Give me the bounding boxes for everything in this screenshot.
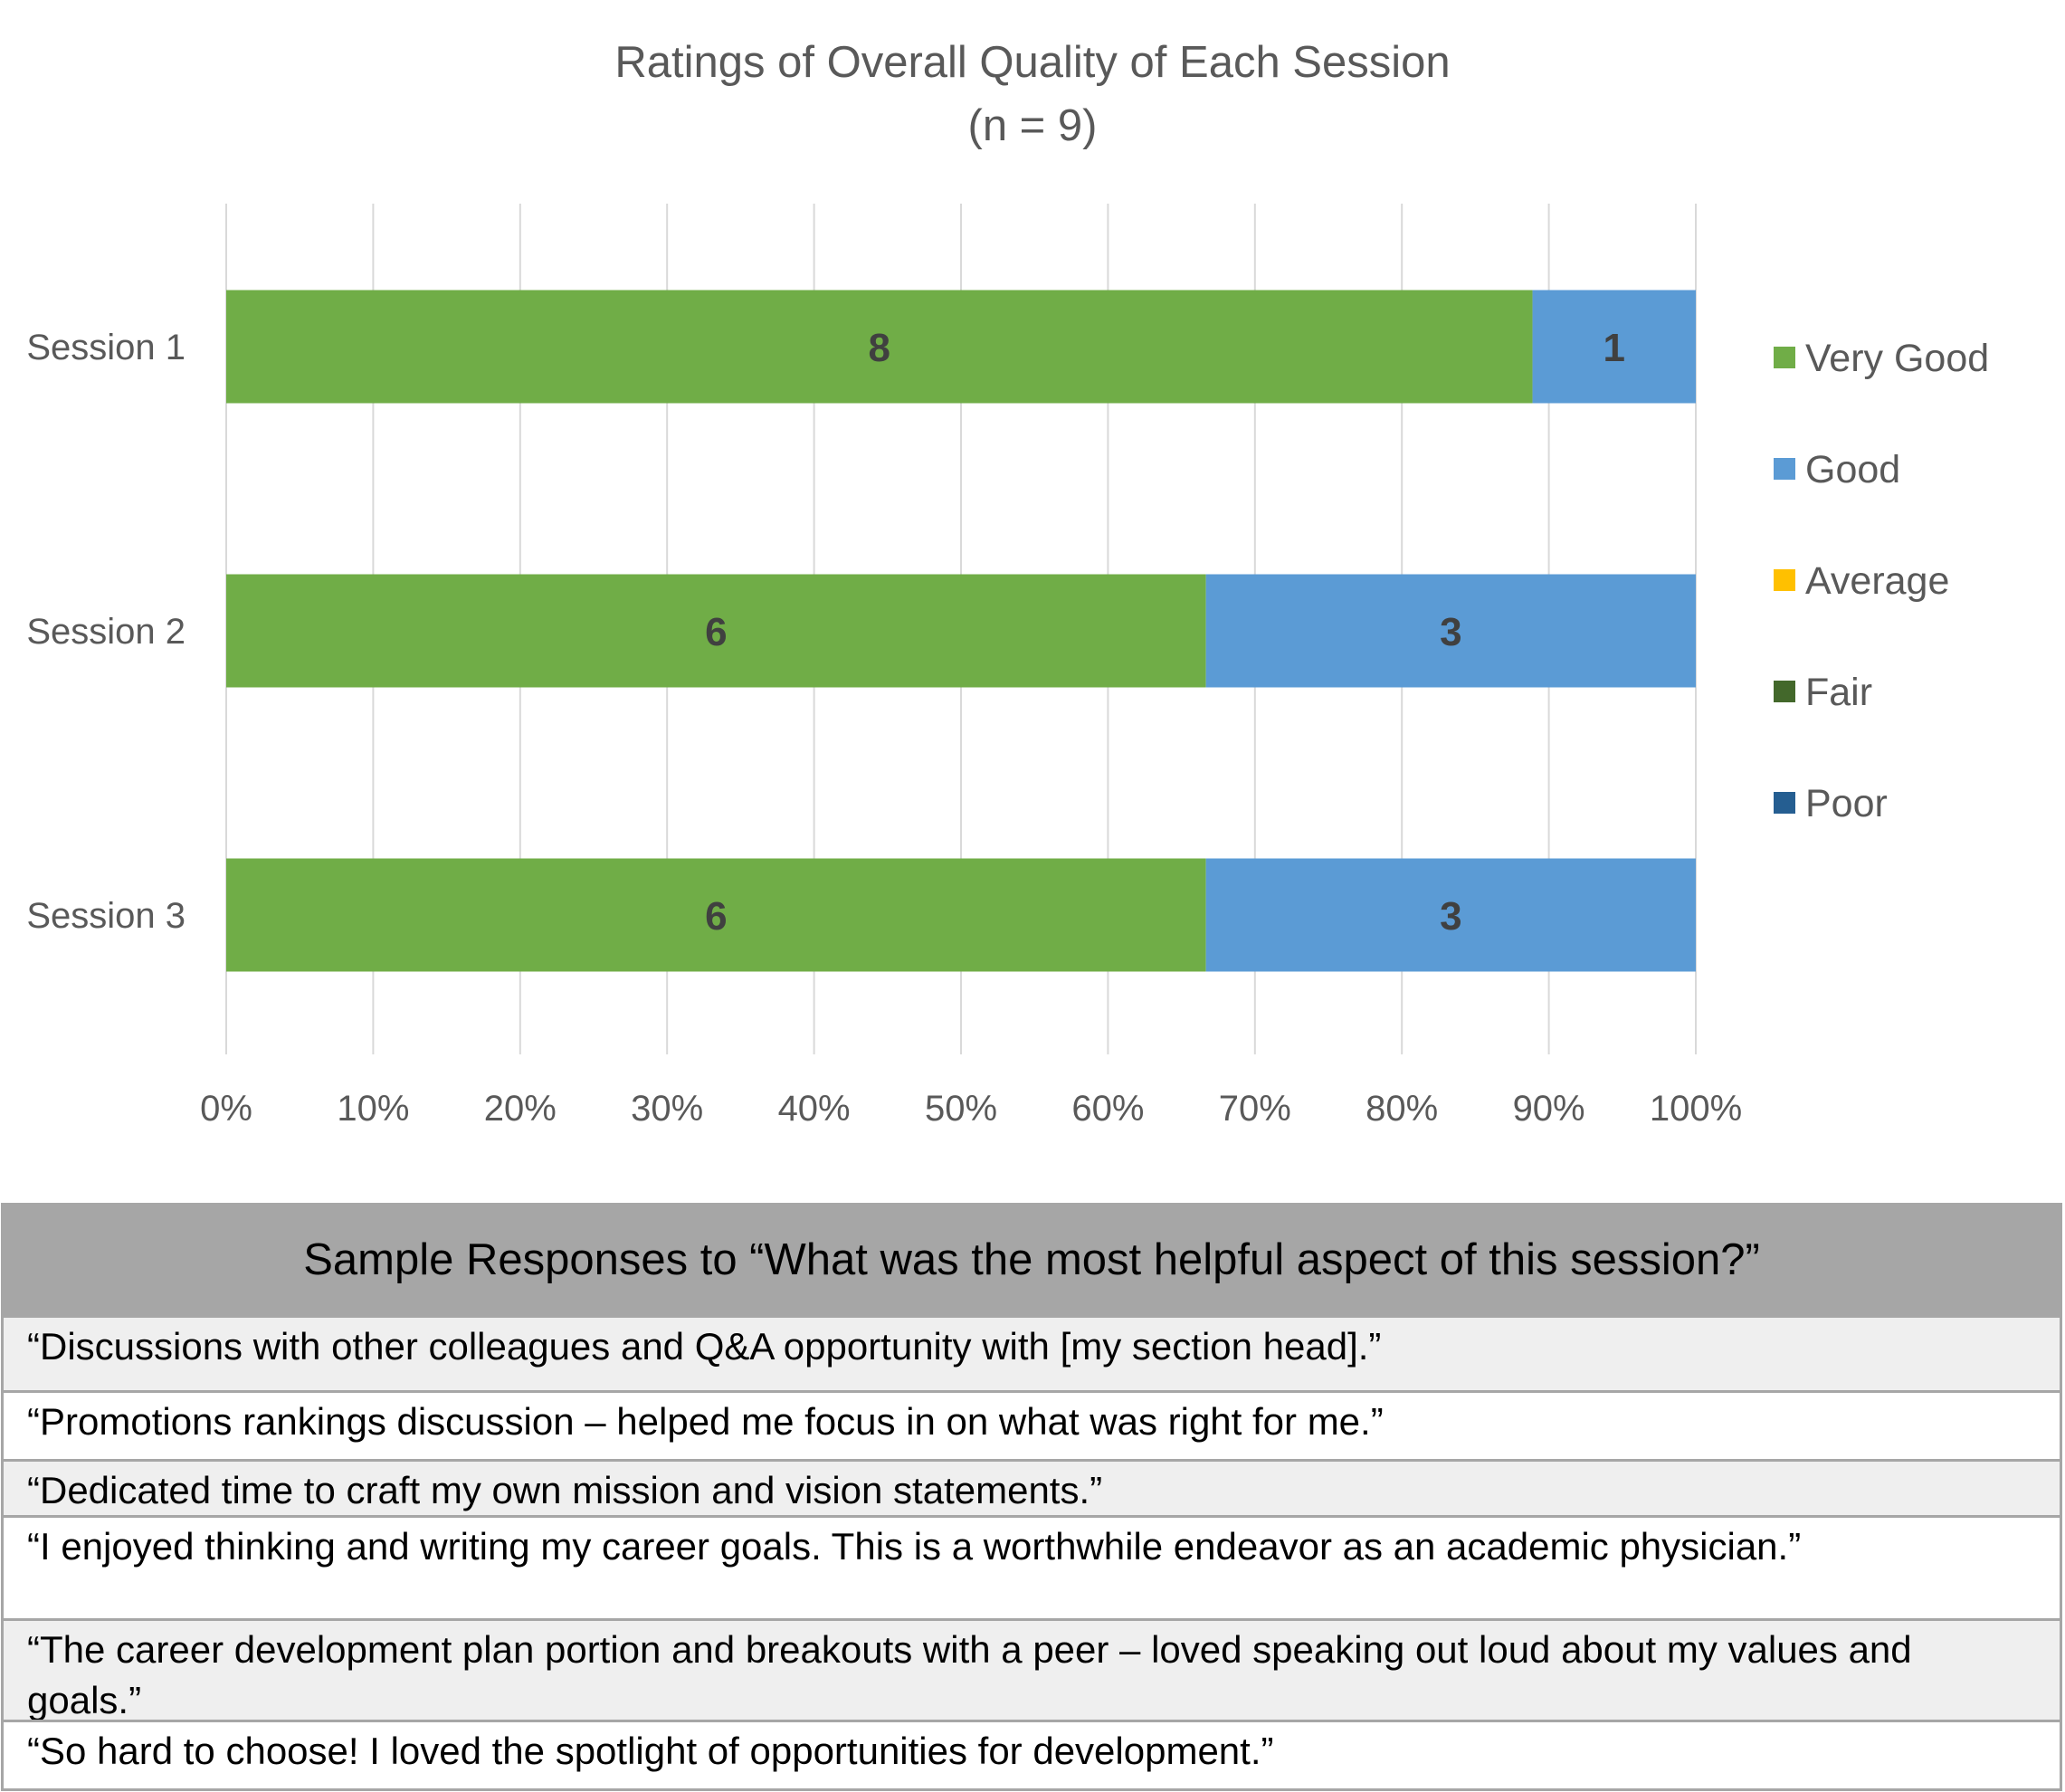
legend-swatch (1774, 681, 1795, 702)
category-label: Session 3 (26, 896, 186, 936)
x-tick-label: 50% (925, 1089, 997, 1129)
legend-label: Very Good (1805, 337, 1989, 380)
legend: Very Good Good Average Fair Poor (1774, 337, 1989, 825)
legend-swatch (1774, 569, 1795, 591)
bar-data-label: 6 (705, 610, 727, 654)
chart-subtitle: (n = 9) (968, 101, 1098, 150)
response-row-6: “So hard to choose! I loved the spotligh… (4, 1720, 2060, 1788)
legend-swatch (1774, 458, 1795, 480)
legend-label: Good (1805, 448, 1900, 491)
x-tick-label: 90% (1513, 1089, 1585, 1129)
bar-segment (226, 858, 1206, 972)
response-row-2: “Promotions rankings discussion – helped… (4, 1390, 2060, 1459)
responses-table: Sample Responses to “What was the most h… (1, 1203, 2062, 1791)
x-tick-label: 20% (484, 1089, 557, 1129)
chart: Ratings of Overall Quality of Each Sessi… (26, 38, 1989, 1129)
legend-swatch (1774, 792, 1795, 814)
bars: 8 1 6 3 6 3 (226, 290, 1696, 972)
response-row-4: “I enjoyed thinking and writing my caree… (4, 1515, 2060, 1618)
bar-segment (226, 574, 1206, 688)
bar-segment (1205, 574, 1696, 688)
bar-segment (226, 290, 1533, 404)
legend-label: Average (1805, 559, 1949, 603)
x-tick-label: 10% (337, 1089, 409, 1129)
y-axis-categories: Session 1 Session 2 Session 3 (26, 328, 186, 936)
x-tick-label: 70% (1219, 1089, 1291, 1129)
category-label: Session 1 (26, 328, 186, 367)
legend-swatch (1774, 347, 1795, 368)
category-label: Session 2 (26, 612, 186, 652)
x-tick-label: 100% (1650, 1089, 1742, 1129)
x-tick-label: 40% (778, 1089, 851, 1129)
bar-data-label: 8 (869, 326, 890, 370)
x-tick-label: 80% (1366, 1089, 1438, 1129)
response-row-3: “Dedicated time to craft my own mission … (4, 1459, 2060, 1515)
x-tick-label: 30% (631, 1089, 703, 1129)
x-axis-ticks: 0% 10% 20% 30% 40% 50% 60% 70% 80% 90% 100% (200, 1089, 1742, 1129)
bar-segment (1532, 290, 1696, 404)
x-tick-label: 60% (1071, 1089, 1144, 1129)
legend-label: Fair (1805, 671, 1872, 714)
legend-label: Poor (1805, 782, 1888, 825)
responses-table-title: Sample Responses to “What was the most h… (4, 1206, 2060, 1315)
bar-segment (1205, 858, 1696, 972)
chart-title: Ratings of Overall Quality of Each Sessi… (614, 38, 1450, 87)
bar-data-label: 6 (705, 894, 727, 939)
response-row-5: “The career development plan portion and… (4, 1618, 2060, 1721)
response-row-1: “Discussions with other colleagues and Q… (4, 1315, 2060, 1390)
bar-data-label: 3 (1440, 894, 1461, 939)
x-tick-label: 0% (200, 1089, 252, 1129)
bar-data-label: 1 (1603, 326, 1625, 370)
bar-data-label: 3 (1440, 610, 1461, 654)
